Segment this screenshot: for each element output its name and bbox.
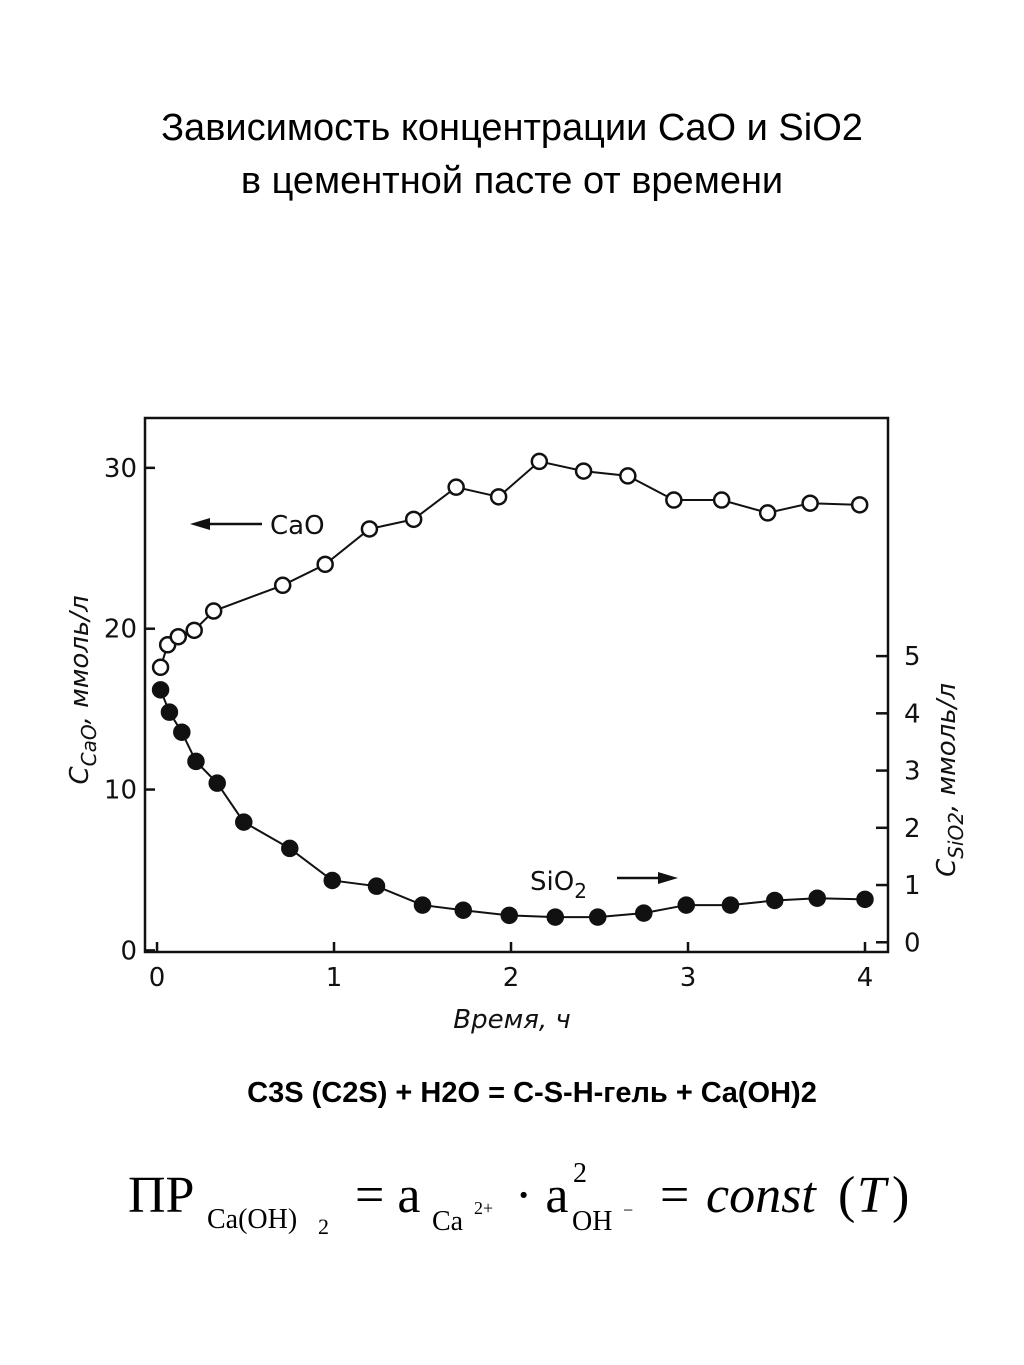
- formula-part: 2: [573, 1158, 587, 1189]
- data-point: [404, 510, 423, 529]
- fit-curve: [159, 460, 860, 668]
- annotation: SiO2: [530, 867, 587, 903]
- data-point: [850, 496, 869, 514]
- y2-tick-label: 0: [904, 928, 921, 958]
- data-point: [454, 901, 472, 919]
- data-point: [546, 908, 565, 926]
- formula: ПР Ca(OH) 2= a Ca 2+ · a 2OH − = const(T): [128, 1158, 909, 1239]
- data-point: [281, 839, 299, 858]
- y-tick-label: 20: [104, 615, 137, 645]
- y2-tick-label: 5: [904, 642, 921, 672]
- y2-tick-label: 1: [904, 871, 921, 901]
- data-point: [235, 813, 253, 831]
- data-point: [588, 908, 607, 926]
- y2-axis-label: CSiO2, ммоль/л: [932, 683, 968, 877]
- x-tick-label: 2: [503, 963, 520, 993]
- x-tick-label: 4: [857, 963, 874, 993]
- data-point: [169, 627, 188, 646]
- data-point: [765, 891, 784, 910]
- data-point: [316, 555, 334, 574]
- x-tick-label: 3: [680, 963, 697, 993]
- y2-tick-label: 3: [904, 757, 921, 787]
- data-point: [574, 462, 593, 480]
- data-point: [185, 621, 203, 640]
- data-point: [635, 904, 653, 922]
- formula-part: 2+: [474, 1198, 493, 1218]
- x-axis-label: Время, ч: [453, 1005, 570, 1035]
- data-point: [801, 494, 819, 512]
- formula-part: Ca: [432, 1206, 464, 1237]
- data-point: [712, 491, 731, 509]
- formula-part: Ca(OH): [207, 1204, 297, 1235]
- cao-arrow: [190, 518, 262, 530]
- formula-part: T: [857, 1167, 889, 1224]
- sio2-arrow: [617, 872, 678, 884]
- y-label-main: C: [65, 766, 95, 785]
- data-point: [204, 602, 223, 620]
- formula-part: · a: [515, 1167, 568, 1224]
- data-point: [489, 488, 508, 506]
- data-point: [413, 896, 432, 914]
- formula-part: −: [623, 1200, 633, 1220]
- data-point: [856, 890, 874, 909]
- data-point: [808, 889, 826, 907]
- y2-label-unit: , ммоль/л: [932, 683, 962, 812]
- data-point: [151, 658, 170, 677]
- formula-part: 2: [318, 1214, 329, 1239]
- data-point: [530, 452, 549, 471]
- formula-part: const: [706, 1167, 817, 1224]
- y2-tick-label: 2: [904, 814, 921, 844]
- equation: C3S (C2S) + H2O = C-S-H-гель + Ca(OH)2: [247, 1077, 817, 1109]
- data-point: [151, 681, 170, 699]
- y2-tick-label: 4: [904, 699, 921, 729]
- data-point: [367, 877, 386, 895]
- annotation-sub: 2: [574, 879, 587, 903]
- data-point: [160, 703, 179, 721]
- formula-part: = a: [355, 1167, 420, 1224]
- data-point: [360, 520, 379, 538]
- x-tick-label: 1: [326, 963, 343, 993]
- data-point: [500, 906, 518, 925]
- formula-part: ): [892, 1167, 909, 1224]
- data-point: [758, 504, 777, 522]
- data-point: [273, 576, 292, 595]
- formula-part: (: [838, 1167, 855, 1224]
- title-line: Зависимость концентрации CaO и SiO2: [161, 107, 863, 149]
- y-tick-label: 0: [120, 936, 137, 966]
- y-tick-label: 30: [104, 454, 137, 484]
- data-point: [323, 871, 342, 890]
- data-point: [173, 723, 191, 741]
- plot-frame: [143, 416, 890, 954]
- title-line: в цементной пасте от времени: [241, 160, 783, 202]
- data-point: [208, 774, 226, 792]
- formula-part: OH: [572, 1206, 612, 1237]
- annotation: SiO: [530, 867, 574, 897]
- data-point: [665, 491, 683, 509]
- y-axis-label: CCaO, ммоль/л: [65, 595, 101, 784]
- y2-label-main: C: [932, 858, 962, 877]
- y-label-unit: , ммоль/л: [65, 595, 95, 724]
- data-point: [447, 478, 465, 496]
- data-point: [677, 896, 695, 914]
- annotation: CaO: [270, 511, 325, 541]
- formula-part: =: [660, 1167, 689, 1224]
- y-label-sub: CaO: [77, 724, 101, 766]
- formula-part: ПР: [128, 1167, 194, 1224]
- data-point: [721, 896, 740, 914]
- y2-label-sub: SiO2: [944, 812, 968, 859]
- data-point: [619, 467, 637, 485]
- fit-curve: [159, 689, 866, 919]
- x-tick-label: 0: [149, 963, 166, 993]
- data-point: [187, 752, 205, 771]
- y-tick-label: 10: [104, 776, 137, 806]
